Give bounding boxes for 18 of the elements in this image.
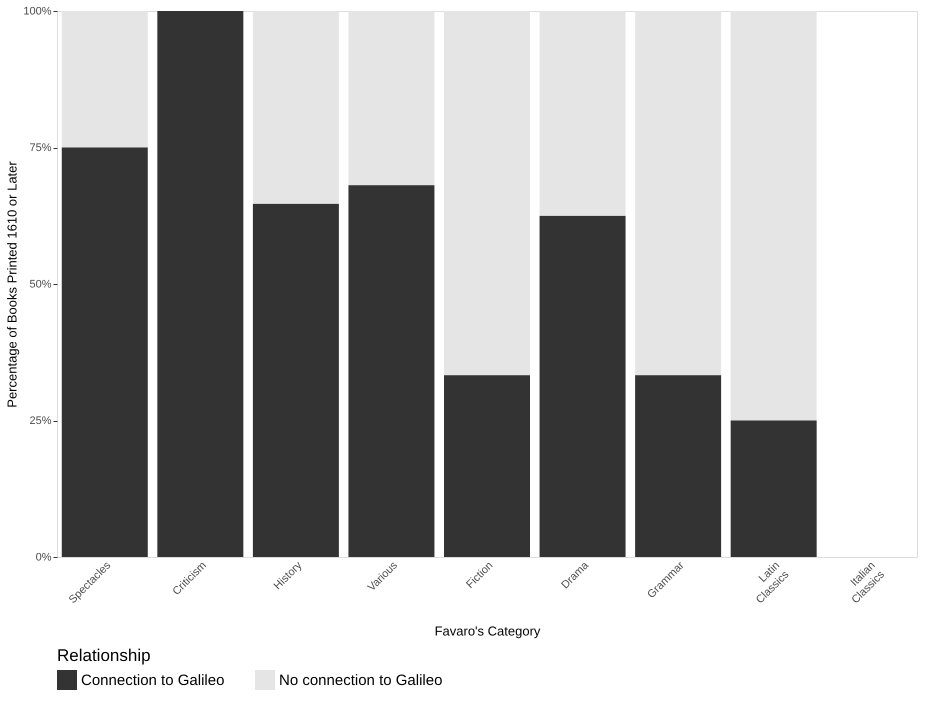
bar: [157, 11, 244, 557]
bar: [348, 185, 434, 557]
legend-label: No connection to Galileo: [279, 672, 442, 689]
x-axis-title: Favaro's Category: [434, 623, 541, 638]
y-tick-label: 50%: [29, 278, 52, 290]
bar: [252, 204, 339, 557]
bar: [540, 216, 626, 557]
y-tick-label: 25%: [29, 415, 52, 427]
legend-title: Relationship: [57, 646, 151, 665]
bar: [730, 420, 817, 557]
y-tick-label: 0%: [36, 552, 52, 564]
legend-label: Connection to Galileo: [81, 672, 224, 689]
bar: [635, 375, 722, 557]
y-tick-label: 75%: [29, 142, 52, 154]
bar: [62, 148, 148, 557]
y-axis-title: Percentage of Books Printed 1610 or Later: [4, 160, 20, 408]
y-tick-label: 100%: [23, 6, 52, 18]
bar: [444, 375, 530, 557]
